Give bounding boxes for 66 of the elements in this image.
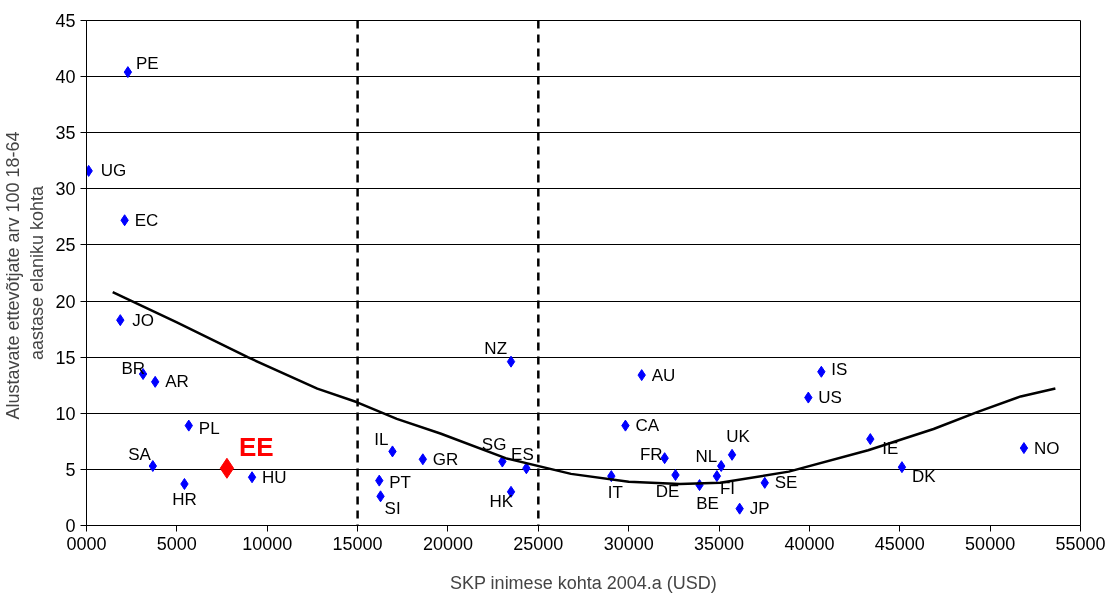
annotation: BR bbox=[121, 358, 146, 378]
annotation: PL bbox=[198, 419, 220, 439]
point bbox=[506, 355, 516, 368]
annotation: NL bbox=[695, 446, 718, 466]
y-tick-label: 10 bbox=[55, 403, 76, 424]
annotation: PE bbox=[135, 53, 159, 73]
annotation: HK bbox=[489, 492, 514, 512]
y-tick-label: 30 bbox=[55, 179, 76, 200]
annotation: JO bbox=[132, 310, 155, 330]
annotation: GR bbox=[432, 449, 459, 469]
annotation: HU bbox=[262, 467, 287, 487]
point bbox=[712, 470, 722, 483]
annotation: IS bbox=[831, 360, 848, 380]
y-tick-label: 40 bbox=[55, 67, 76, 88]
point bbox=[897, 461, 907, 474]
x-tick-label: 30000 bbox=[603, 533, 654, 554]
annotation: US bbox=[818, 388, 842, 408]
annotation: JP bbox=[749, 499, 770, 519]
annotation: HR bbox=[172, 490, 197, 510]
x-tick-label: 45000 bbox=[874, 533, 925, 554]
point bbox=[1019, 442, 1029, 455]
y-tick-label: 5 bbox=[65, 459, 76, 480]
annotation: SI bbox=[384, 498, 401, 518]
x-tick-label: 15000 bbox=[332, 533, 383, 554]
x-tick-label: 35000 bbox=[694, 533, 745, 554]
point bbox=[727, 448, 737, 461]
x-tick-label: 55000 bbox=[1055, 533, 1106, 554]
annotation: UG bbox=[100, 161, 127, 181]
x-tick-label: 50000 bbox=[965, 533, 1016, 554]
annotation: SG bbox=[481, 435, 507, 455]
annotation: IT bbox=[607, 482, 623, 502]
annotation: SA bbox=[128, 444, 152, 464]
point bbox=[671, 469, 680, 481]
annotation: IL bbox=[374, 429, 389, 449]
annotation: DE bbox=[655, 481, 680, 501]
annotation: UK bbox=[726, 427, 751, 447]
annotation: NZ bbox=[484, 339, 508, 359]
annotation: CA bbox=[635, 416, 660, 436]
y-tick-label: 0 bbox=[65, 516, 76, 536]
annotation: FR bbox=[639, 444, 663, 464]
y-tick-label: 25 bbox=[55, 235, 76, 256]
point bbox=[247, 471, 257, 484]
point bbox=[123, 66, 133, 79]
point bbox=[219, 457, 235, 479]
x-tick-label: 5000 bbox=[156, 533, 197, 554]
x-axis-title: SKP inimese kohta 2004.a (USD) bbox=[449, 572, 717, 593]
annotation: PT bbox=[389, 473, 412, 493]
x-tick-label: 40000 bbox=[784, 533, 835, 554]
x-tick-label: 10000 bbox=[242, 533, 293, 554]
y-tick-label: 45 bbox=[55, 11, 76, 31]
annotation: ES bbox=[511, 444, 534, 464]
annotation: BE bbox=[696, 493, 719, 513]
annotation: AU bbox=[651, 365, 676, 385]
y-tick-label: 35 bbox=[55, 123, 76, 144]
y-axis-title: Alustavate ettevõtjate arv 100 18-64 aastase elaniku kohta bbox=[3, 131, 48, 420]
y-tick-label: 15 bbox=[55, 347, 76, 368]
x-tick-label: 25000 bbox=[513, 533, 564, 554]
annotation: SE bbox=[774, 473, 798, 493]
annotation: AR bbox=[165, 372, 189, 392]
annotation: DK bbox=[911, 466, 937, 486]
x-tick-label: 20000 bbox=[422, 533, 473, 554]
y-tick-label: 20 bbox=[55, 291, 76, 312]
series-label: EE bbox=[238, 432, 274, 463]
x-tick-label: 0000 bbox=[66, 533, 107, 554]
annotation: EC bbox=[134, 210, 159, 230]
annotation: NO bbox=[1033, 438, 1060, 458]
